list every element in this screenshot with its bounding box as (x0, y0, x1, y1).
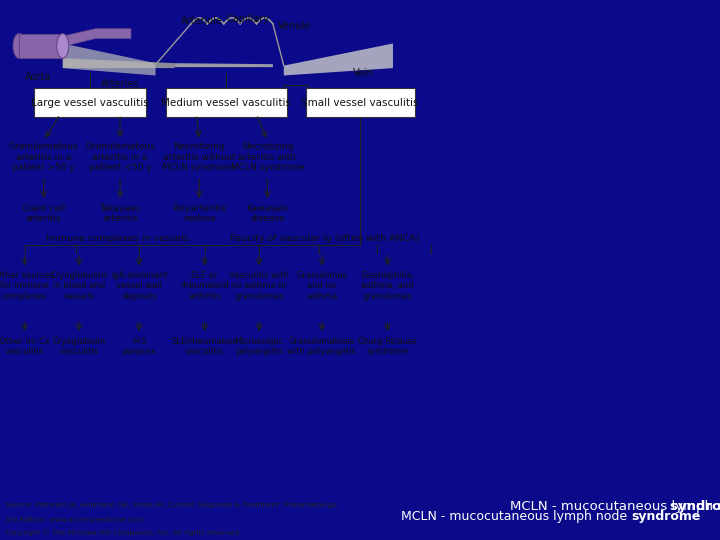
Text: IgA-dominant
vessel wall
deposits: IgA-dominant vessel wall deposits (111, 271, 168, 301)
Text: Churg-Strauss
syndrome: Churg-Strauss syndrome (358, 336, 418, 356)
Text: Immune complexes in vessels: Immune complexes in vessels (46, 234, 189, 244)
Text: Granulomatous
arteritis in a
patient <50 y: Granulomatous arteritis in a patient <50… (85, 142, 155, 172)
Text: syndrome: syndrome (631, 510, 701, 523)
Text: Small vessel vasculitis: Small vessel vasculitis (302, 98, 419, 107)
Polygon shape (63, 29, 131, 46)
Text: Takayasu
arteritis: Takayasu arteritis (99, 204, 140, 223)
Text: Venule: Venule (278, 21, 311, 31)
Text: MCLN - mucocutaneous lymph node: MCLN - mucocutaneous lymph node (510, 500, 720, 513)
Text: Polyarteritis
nodosa: Polyarteritis nodosa (172, 204, 226, 223)
Text: MCLN - mucocutaneous lymph node: MCLN - mucocutaneous lymph node (401, 510, 631, 523)
Text: Arteries: Arteries (101, 79, 139, 90)
Text: Granulomas
and no
asthma: Granulomas and no asthma (297, 271, 348, 301)
FancyBboxPatch shape (34, 89, 146, 117)
Text: Arteriole: Arteriole (181, 16, 223, 26)
Text: Necrotizing
arteritis with
MCLN syndrome: Necrotizing arteritis with MCLN syndrome (230, 142, 304, 172)
Text: SLE or
rheumatoid
arthritis: SLE or rheumatoid arthritis (180, 271, 229, 301)
Ellipse shape (57, 33, 69, 58)
Text: Vasculitis with
no asthma or
granulomas: Vasculitis with no asthma or granulomas (229, 271, 289, 301)
Text: Cryoglobulins
in blood and
vessels: Cryoglobulins in blood and vessels (50, 271, 108, 301)
Text: Paucity of vascular Ig (often with ANCA): Paucity of vascular Ig (often with ANCA) (230, 234, 420, 244)
Text: Granulomatosis
with polyangiitis: Granulomatosis with polyangiitis (287, 336, 356, 356)
Text: Aorta: Aorta (25, 72, 51, 82)
Text: Microscopic
polyangiitis: Microscopic polyangiitis (235, 336, 284, 356)
Text: H-S
purpura: H-S purpura (122, 336, 156, 356)
Polygon shape (19, 33, 63, 58)
Text: Capillary: Capillary (227, 15, 270, 24)
Text: Copyright © The McGraw-Hill Companies, Inc. All rights reserved.: Copyright © The McGraw-Hill Companies, I… (6, 530, 242, 536)
Text: Necrotizing
arteritis without
MCLN syndrome: Necrotizing arteritis without MCLN syndr… (163, 142, 236, 172)
FancyBboxPatch shape (305, 89, 415, 117)
Text: Source: Imboden JB, Hellmann DB, Stone JH: Current Diagnosis & Treatment: Rheuma: Source: Imboden JB, Hellmann DB, Stone J… (6, 502, 339, 508)
Polygon shape (63, 58, 175, 68)
Text: Medium vessel vasculitis: Medium vessel vasculitis (161, 98, 292, 107)
Text: Vein: Vein (353, 68, 374, 78)
Text: Other Im Cx
vasculitis: Other Im Cx vasculitis (0, 336, 50, 356)
Text: Other sources
for immune
complexes: Other sources for immune complexes (0, 271, 54, 301)
Text: SLE/rheumatoid
vasculitis: SLE/rheumatoid vasculitis (171, 336, 238, 356)
Text: Cryoglobulin
vasculitis: Cryoglobulin vasculitis (53, 336, 106, 356)
Text: Granulomatous
arteritis in a
patient >50 y: Granulomatous arteritis in a patient >50… (9, 142, 78, 172)
FancyBboxPatch shape (166, 89, 287, 117)
Text: Large vessel vasculitis: Large vessel vasculitis (31, 98, 149, 107)
Polygon shape (63, 44, 156, 76)
Text: 3rd Edition: www.accessmedicine.com: 3rd Edition: www.accessmedicine.com (6, 517, 144, 523)
Text: syndrome: syndrome (522, 500, 720, 513)
Text: Kawasaki
disease: Kawasaki disease (246, 204, 289, 223)
Ellipse shape (13, 33, 25, 58)
Polygon shape (284, 44, 393, 76)
Text: Eosinophilia,
asthma, and
granulomas: Eosinophilia, asthma, and granulomas (361, 271, 414, 301)
Text: Giant cell
arteritis: Giant cell arteritis (22, 204, 66, 223)
Polygon shape (175, 63, 273, 67)
